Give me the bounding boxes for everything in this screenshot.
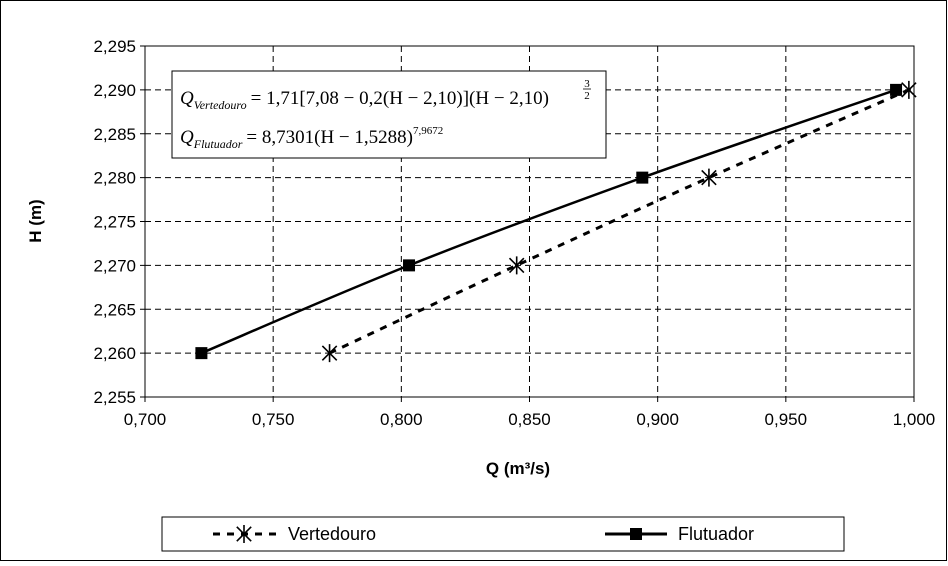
legend-marker-flutuador: [630, 528, 642, 540]
eq1-q: Q: [180, 88, 194, 109]
point-flutuador: [890, 84, 902, 96]
eq2-sub: Flutuador: [193, 137, 243, 151]
x-tick-label: 0,800: [380, 410, 423, 429]
y-tick-label: 2,290: [93, 81, 136, 100]
x-tick-label: 1,000: [893, 410, 936, 429]
x-axis-title: Q (m³/s): [486, 459, 550, 478]
y-tick-label: 2,260: [93, 344, 136, 363]
point-flutuador: [636, 172, 648, 184]
point-flutuador: [403, 259, 415, 271]
y-tick-label: 2,265: [93, 300, 136, 319]
legend-flutuador-label: Flutuador: [678, 524, 754, 544]
y-axis-title: H (m): [26, 199, 45, 242]
x-tick-label: 0,900: [636, 410, 679, 429]
y-tick-label: 2,285: [93, 125, 136, 144]
legend: Vertedouro Flutuador: [162, 517, 844, 551]
y-tick-label: 2,275: [93, 213, 136, 232]
equation-box: QVertedouro = 1,71[7,08 − 0,2(H − 2,10)](…: [172, 71, 606, 158]
y-tick-label: 2,270: [93, 256, 136, 275]
point-flutuador: [195, 347, 207, 359]
eq2-q: Q: [180, 127, 194, 148]
x-tick-label: 0,850: [508, 410, 551, 429]
eq1-exp-num: 3: [584, 78, 590, 90]
eq1-body: = 1,71[7,08 − 0,2(H − 2,10)](H − 2,10): [251, 88, 549, 109]
y-tick-label: 2,255: [93, 388, 136, 407]
eq1-exp-den: 2: [584, 90, 590, 102]
y-tick-label: 2,280: [93, 169, 136, 188]
eq1-sub: Vertedouro: [194, 98, 247, 112]
x-tick-label: 0,950: [765, 410, 808, 429]
legend-vertedouro-label: Vertedouro: [288, 524, 376, 544]
legend-flutuador-marker: [630, 528, 642, 540]
eq2-exp: 7,9672: [413, 125, 443, 137]
x-tick-label: 0,700: [124, 410, 167, 429]
x-tick-label: 0,750: [252, 410, 295, 429]
y-tick-label: 2,295: [93, 37, 136, 56]
eq2-body: = 8,7301(H − 1,5288): [246, 127, 413, 148]
